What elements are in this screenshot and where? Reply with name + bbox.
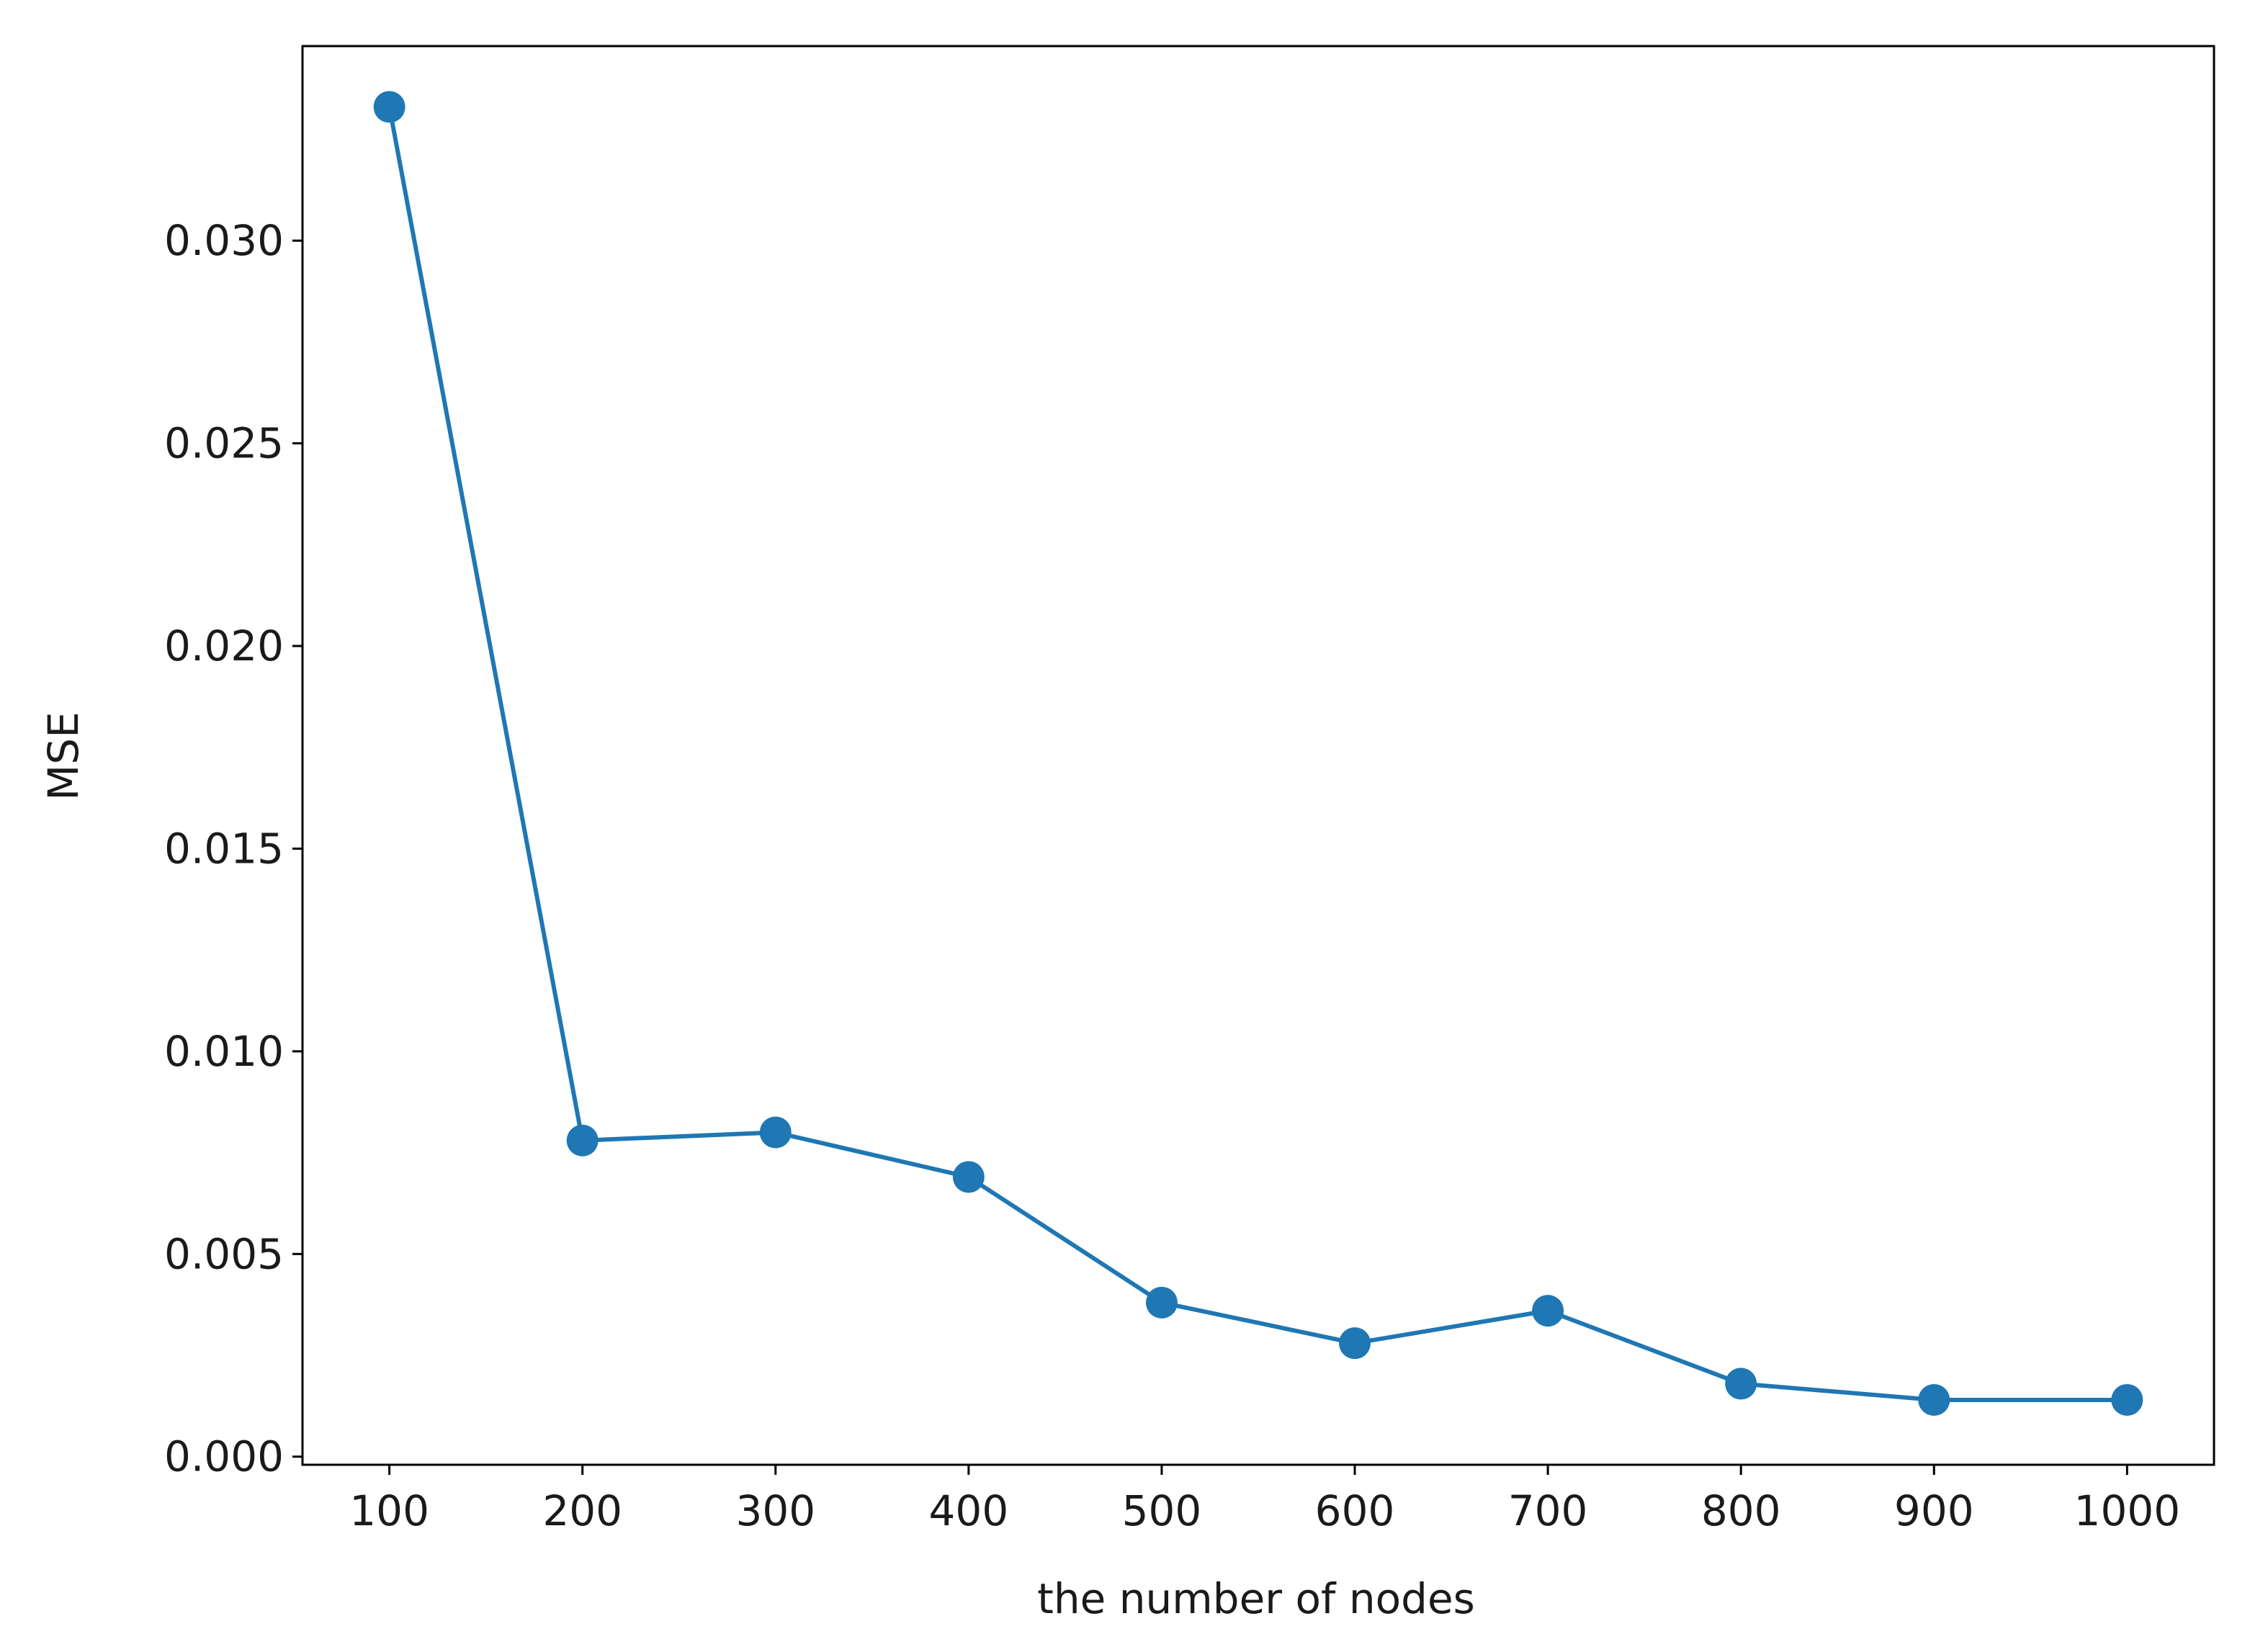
- x-tick-label: 200: [542, 1486, 622, 1535]
- data-point: [952, 1161, 985, 1193]
- x-tick-label: 800: [1701, 1486, 1781, 1535]
- series-line: [387, 106, 2128, 1402]
- y-tick-label: 0.005: [164, 1229, 284, 1278]
- x-tick-label: 600: [1315, 1486, 1395, 1535]
- data-point: [1918, 1383, 1950, 1416]
- y-axis-label: MSE: [39, 711, 88, 801]
- x-tick-label: 100: [349, 1486, 429, 1535]
- data-point: [2111, 1383, 2143, 1416]
- x-tick-label: 400: [929, 1486, 1009, 1535]
- data-point: [759, 1116, 792, 1149]
- data-point: [566, 1124, 599, 1157]
- x-tick-label: 900: [1894, 1486, 1974, 1535]
- y-tick-label: 0.020: [164, 621, 284, 670]
- y-tick-label: 0.000: [164, 1432, 284, 1481]
- x-tick-label: 500: [1122, 1486, 1202, 1535]
- x-axis-label: the number of nodes: [1037, 1574, 1475, 1623]
- plot-frame: [301, 45, 2215, 1466]
- y-tick-label: 0.010: [164, 1027, 284, 1076]
- data-point: [1725, 1368, 1757, 1400]
- data-point: [1145, 1286, 1178, 1319]
- x-tick-label: 700: [1508, 1486, 1588, 1535]
- x-tick-label: 300: [735, 1486, 815, 1535]
- x-tick-label: 1000: [2074, 1486, 2181, 1535]
- data-point: [373, 91, 405, 123]
- data-point: [1339, 1327, 1371, 1360]
- data-point: [1532, 1295, 1564, 1327]
- y-tick-label: 0.025: [164, 419, 284, 468]
- y-tick-label: 0.015: [164, 824, 284, 873]
- y-tick-label: 0.030: [164, 216, 284, 265]
